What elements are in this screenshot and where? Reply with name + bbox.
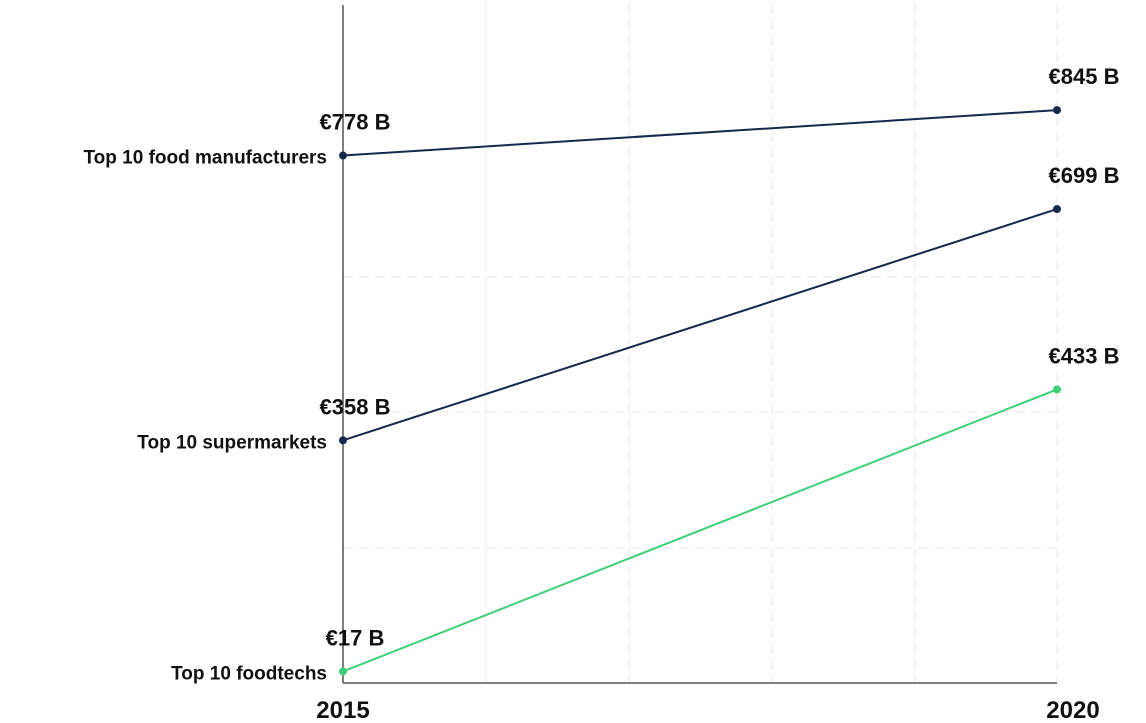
series-name-label: Top 10 food manufacturers bbox=[83, 148, 327, 169]
labels-layer: 2015 2020 €778 B €845 B Top 10 food manufact… bbox=[83, 64, 1119, 723]
data-point bbox=[339, 436, 347, 445]
series-name-label: Top 10 foodtechs bbox=[171, 663, 327, 684]
value-label: €845 B bbox=[1049, 64, 1120, 89]
data-point bbox=[339, 151, 347, 160]
series-line bbox=[342, 109, 1058, 157]
grid bbox=[343, 5, 1058, 683]
data-point bbox=[339, 667, 347, 676]
series-line bbox=[342, 388, 1058, 673]
data-point bbox=[1053, 205, 1061, 214]
value-label: €17 B bbox=[326, 625, 385, 650]
axes bbox=[342, 5, 1057, 684]
x-tick-label: 2020 bbox=[1046, 697, 1099, 723]
x-tick-label: 2015 bbox=[316, 697, 369, 723]
value-label: €433 B bbox=[1049, 343, 1120, 368]
data-point bbox=[1053, 385, 1061, 394]
series-layer bbox=[339, 106, 1061, 676]
data-point bbox=[1053, 106, 1061, 115]
value-label: €358 B bbox=[320, 394, 391, 419]
series-name-label: Top 10 supermarkets bbox=[137, 432, 327, 453]
value-label: €699 B bbox=[1049, 163, 1120, 188]
value-label: €778 B bbox=[320, 110, 391, 135]
series-line bbox=[342, 208, 1058, 442]
